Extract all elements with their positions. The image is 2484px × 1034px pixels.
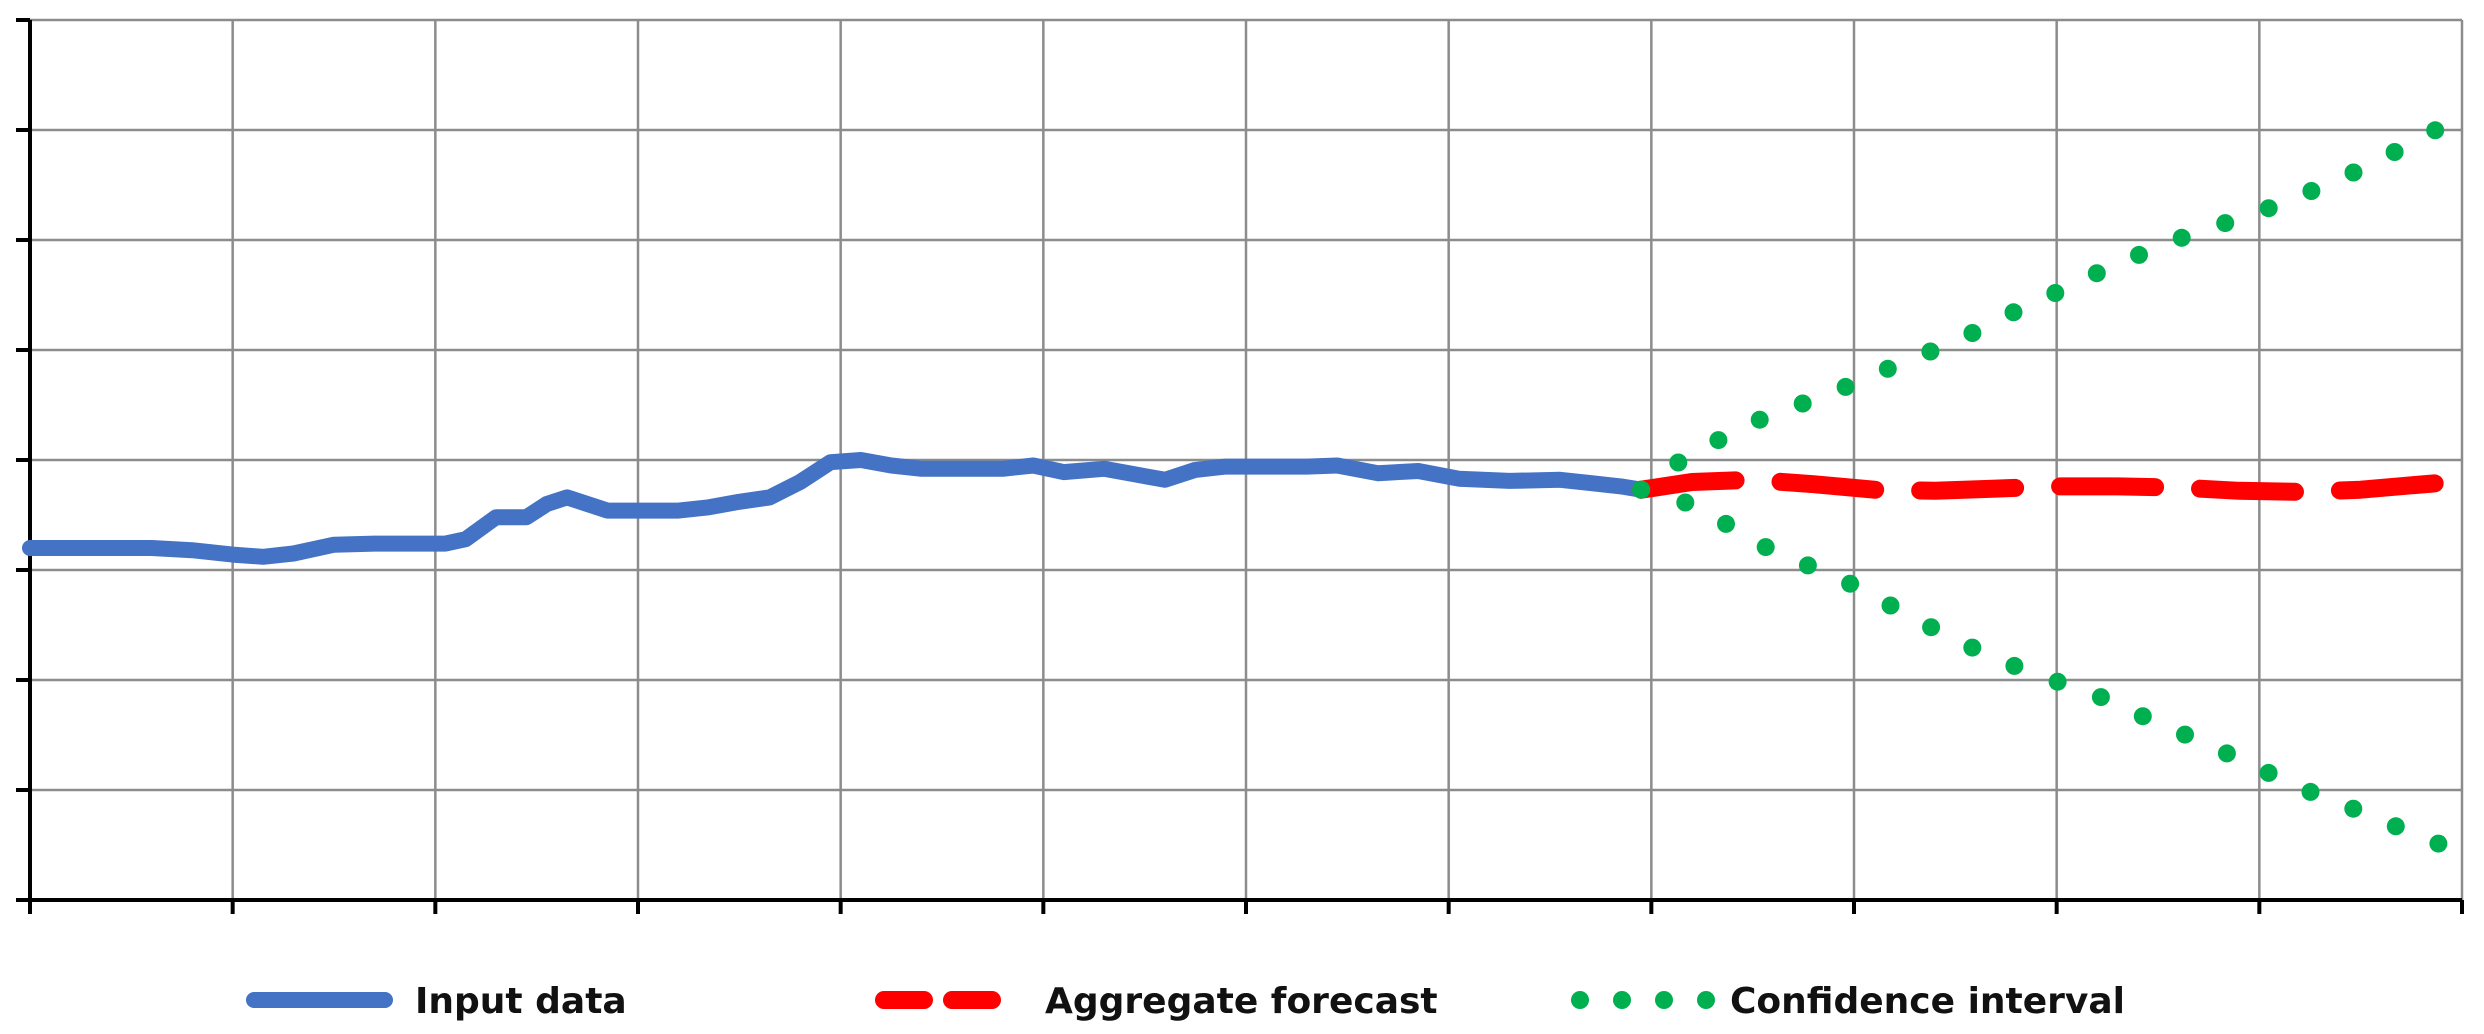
legend-swatch-dot [1571, 991, 1589, 1009]
confidence-interval-lower-dot [1963, 638, 1982, 657]
axes [16, 18, 2464, 914]
legend-label: Input data [415, 981, 627, 1022]
confidence-interval-lower-dot [1881, 596, 1900, 615]
confidence-interval-upper-dot [1878, 359, 1897, 378]
legend-label: Aggregate forecast [1045, 981, 1438, 1022]
confidence-interval-upper-dot [1750, 410, 1769, 429]
confidence-interval-upper-dot [1963, 324, 1982, 342]
confidence-interval-upper-dot [2172, 228, 2191, 247]
confidence-interval-lower-dot [1798, 556, 1817, 575]
confidence-interval-lower-dot [2048, 672, 2067, 691]
confidence-interval-lower-dot [2301, 782, 2320, 801]
legend: Input data Aggregate forecast Confidence i… [246, 981, 2125, 1022]
confidence-interval-upper-dot [2426, 121, 2445, 140]
confidence-interval-upper-dot [2259, 199, 2278, 218]
confidence-interval-upper-dot [1793, 394, 1812, 413]
confidence-interval-lower-dot [1717, 514, 1735, 533]
confidence-interval-lower-dot [1632, 480, 1651, 499]
confidence-interval-upper-dot [2130, 245, 2148, 264]
confidence-interval-lower-dot [1756, 538, 1775, 557]
confidence-interval-lower-dot [2344, 799, 2363, 818]
confidence-interval-lower-dot [1841, 574, 1860, 593]
confidence-interval-upper-dot [1669, 453, 1688, 472]
confidence-interval-lower-dot [2091, 688, 2110, 707]
confidence-interval-upper-dot [1921, 342, 1940, 361]
legend-label: Confidence interval [1730, 981, 2125, 1022]
confidence-interval-upper-dot [1709, 431, 1728, 450]
confidence-interval-upper-dot [2087, 264, 2106, 283]
series-line-aggregate-forecast [1632, 470, 2461, 501]
legend-item: Aggregate forecast [875, 981, 1438, 1022]
series-line-input-data [22, 452, 1650, 565]
confidence-interval-lower-dot [2176, 725, 2194, 744]
confidence-interval-upper-dot [2385, 143, 2404, 161]
confidence-interval-upper-dot [2046, 284, 2065, 302]
legend-item: Confidence interval [1571, 981, 2125, 1022]
confidence-interval-upper-dot [2216, 214, 2235, 233]
confidence-interval-lower-dot [2133, 707, 2152, 726]
legend-swatch-dot [1655, 991, 1673, 1009]
confidence-interval-upper-dot [2344, 163, 2363, 182]
confidence-interval-upper-dot [1836, 377, 1855, 396]
confidence-interval-lower-dot [2429, 834, 2448, 853]
legend-swatch-dot [1613, 991, 1631, 1009]
confidence-interval-lower-dot [1676, 493, 1695, 512]
confidence-interval-lower-dot [2386, 817, 2405, 836]
confidence-interval-lower-dot [2005, 656, 2024, 675]
confidence-interval-upper-dot [2302, 182, 2321, 200]
series-layer [22, 121, 2461, 853]
legend-item: Input data [246, 981, 627, 1022]
confidence-interval-lower-dot [2259, 763, 2278, 782]
legend-swatch-dot [1697, 991, 1715, 1009]
confidence-interval-upper-dot [2004, 303, 2023, 322]
confidence-interval-lower-dot [1922, 618, 1941, 637]
confidence-interval-lower-dot [2217, 744, 2236, 763]
